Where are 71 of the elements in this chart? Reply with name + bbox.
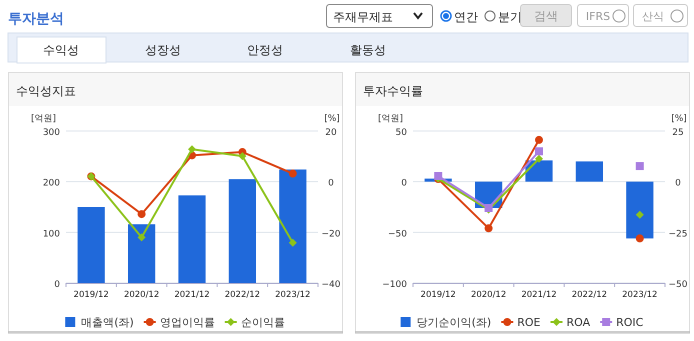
- point: [188, 145, 196, 154]
- y2-axis-title: [%]: [324, 114, 340, 124]
- y2-tick-label: 0: [328, 178, 334, 189]
- text: 투자분석: [8, 11, 64, 27]
- y-axis-title: [억원]: [378, 114, 403, 124]
- point: [535, 136, 543, 144]
- legend-label: ROIC: [616, 316, 644, 329]
- x-tick-label: 2019/12: [74, 290, 109, 300]
- legend-label: 영업이익률: [160, 316, 215, 329]
- legend-label: ROA: [566, 316, 591, 329]
- x-tick-label: 2023/12: [275, 290, 310, 300]
- point: [434, 172, 442, 180]
- point: [138, 210, 146, 218]
- y2-tick-label: −25: [668, 229, 688, 240]
- bar: [228, 179, 256, 283]
- y-tick-label: 0: [401, 178, 408, 189]
- text: 주재무제표: [333, 10, 393, 24]
- bar: [128, 224, 156, 283]
- y2-tick-label: −40: [322, 280, 341, 290]
- y-tick-label: 50: [396, 128, 408, 138]
- x-tick-label: 2021/12: [174, 290, 210, 300]
- point: [535, 147, 543, 156]
- y2-tick-label: −50: [668, 280, 688, 290]
- text: IFRS: [586, 10, 610, 23]
- y-axis-title: [억원]: [30, 114, 56, 124]
- x-tick-label: 2020/12: [470, 290, 506, 300]
- x-tick-label: 2021/12: [521, 290, 557, 300]
- y2-tick-label: −20: [322, 229, 341, 240]
- legend-label: 매출액(좌): [81, 316, 134, 329]
- text: 안정성: [247, 43, 283, 57]
- text: 분기: [498, 10, 522, 24]
- y-tick-label: 0: [54, 280, 60, 290]
- x-tick-label: 2023/12: [622, 290, 658, 300]
- legend-label: ROE: [517, 316, 541, 329]
- y2-axis-title: [%]: [671, 114, 687, 124]
- point: [288, 238, 297, 247]
- y2-tick-label: 20: [325, 128, 337, 138]
- legend-label: 당기순이익(좌): [416, 316, 492, 329]
- text: 검색: [534, 9, 558, 23]
- point: [288, 170, 297, 178]
- bar: [78, 207, 105, 283]
- x-tick-label: 2019/12: [420, 290, 456, 300]
- point: [484, 224, 493, 232]
- chart-title: 수익성지표: [16, 84, 76, 98]
- bar: [178, 195, 206, 283]
- y-tick-label: 200: [42, 178, 60, 189]
- bar: [576, 161, 604, 182]
- text: 연간: [454, 10, 478, 24]
- x-tick-label: 2020/12: [124, 290, 160, 300]
- text: 활동성: [350, 43, 386, 57]
- point: [636, 210, 644, 219]
- y-tick-label: −50: [388, 229, 408, 240]
- legend-label: 순이익률: [240, 316, 285, 329]
- x-tick-label: 2022/12: [224, 290, 260, 300]
- point: [636, 234, 644, 242]
- y-tick-label: 300: [42, 128, 60, 138]
- point: [535, 154, 543, 163]
- point: [238, 152, 246, 160]
- text: 성장성: [145, 43, 181, 57]
- point: [138, 233, 146, 242]
- y-tick-label: −100: [382, 280, 408, 290]
- text: 수익성: [43, 43, 79, 57]
- chart-title: 투자수익률: [363, 84, 423, 98]
- text: 산식: [642, 10, 664, 23]
- y-tick-label: 100: [42, 229, 60, 240]
- bar: [279, 170, 306, 283]
- y2-tick-label: 0: [675, 178, 682, 189]
- point: [636, 162, 644, 170]
- bar: [626, 182, 654, 238]
- y2-tick-label: 25: [672, 128, 684, 138]
- x-tick-label: 2022/12: [572, 290, 608, 300]
